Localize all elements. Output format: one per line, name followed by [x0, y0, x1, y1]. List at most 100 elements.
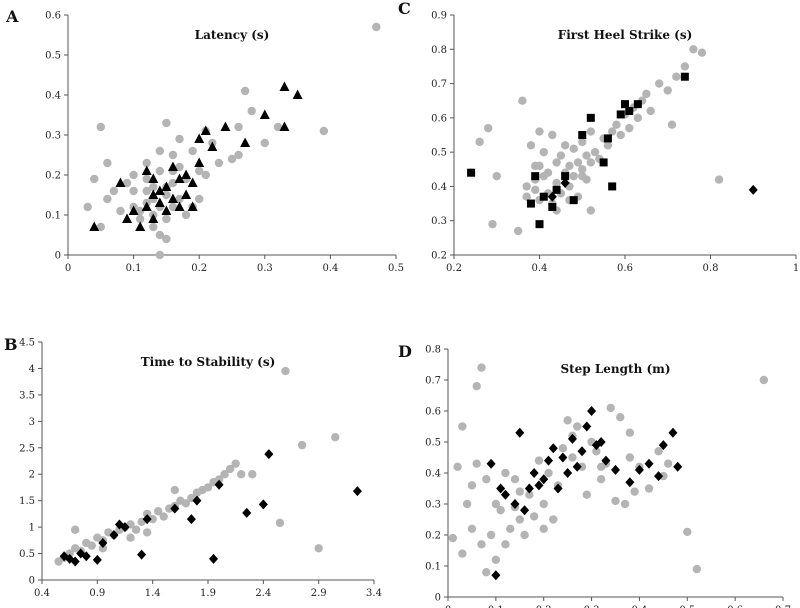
panel-c-point-diamond: [560, 178, 570, 188]
panel-c-point-square: [467, 168, 476, 177]
panel-c-point-square: [569, 196, 578, 205]
panel-d-point-diamond: [534, 480, 544, 491]
panel-c-point-circle: [672, 72, 681, 81]
panel-d-point-diamond: [496, 483, 506, 494]
panel-d-point-circle: [482, 568, 491, 577]
panel-b-title: Time to Stability (s): [141, 355, 276, 369]
panel-a-point-circle: [122, 178, 132, 188]
panel-d-point-circle: [568, 453, 577, 462]
panel-b-point-diamond: [242, 507, 252, 518]
panel-c-point-circle: [625, 123, 634, 133]
panel-a-point-circle: [175, 194, 184, 204]
panel-a-title: Latency (s): [195, 28, 270, 42]
panel-a-point-triangle: [194, 157, 205, 167]
panel-c-x-tick-label: 0.6: [617, 263, 633, 274]
panel-d-y-tick-label: 0: [435, 593, 441, 604]
panel-c-point-circle: [539, 147, 548, 157]
panel-a-point-circle: [129, 170, 138, 180]
panel-d-point-circle: [477, 363, 486, 372]
panel-a-point-circle: [372, 22, 381, 32]
panel-d-point-diamond: [520, 505, 530, 516]
panel-d-x-tick-label: 0.7: [775, 605, 791, 608]
panel-b: B Time to Stability (s) 0.4 0.9 1.4 1.9 2.4 2.9…: [4, 335, 382, 599]
panel-d-point-circle: [759, 375, 769, 385]
panel-c-point-circle: [522, 192, 531, 201]
panel-b-point-circle: [331, 433, 340, 442]
panel-d-point-circle: [663, 459, 673, 468]
panel-d-point-circle: [467, 524, 477, 533]
panel-b-point-diamond: [70, 556, 80, 567]
panel-a-point-triangle: [167, 193, 178, 203]
panel-d-point-circle: [515, 487, 524, 496]
panel-b-point-circle: [126, 533, 135, 542]
panel-d-point-diamond: [529, 468, 539, 478]
panel-c-point-circle: [488, 219, 497, 229]
panel-c-point-circle: [697, 48, 707, 57]
panel-a-point-circle: [195, 166, 204, 176]
panel-b-point-circle: [237, 470, 246, 479]
panel-c-y-tick-label: 0.6: [431, 113, 447, 124]
panel-d-letter: D: [398, 342, 412, 361]
panel-a-point-triangle: [174, 201, 185, 211]
panel-c-y-tick-label: 0.8: [431, 45, 447, 56]
panel-a-point-triangle: [135, 221, 146, 231]
panel-d-point-circle: [486, 530, 496, 540]
panel-c-point-circle: [569, 171, 578, 181]
panel-c-point-circle: [556, 151, 566, 160]
panel-b-x-tick-label: 1.4: [145, 588, 161, 599]
panel-a-x-tick-label: 0.1: [126, 263, 142, 274]
panel-d-point-circle: [539, 499, 548, 509]
panel-d-point-diamond: [582, 421, 592, 432]
panel-a-x-tick-label: 0: [65, 263, 71, 274]
panel-b-x-tick-label: 2.4: [255, 588, 271, 599]
panel-b-point-circle: [170, 485, 179, 495]
panel-d-point-circle: [491, 555, 501, 564]
panel-c-point-circle: [607, 127, 617, 136]
panel-a-point-triangle: [128, 205, 139, 215]
panel-a-y-tick-label: 0.3: [45, 131, 61, 142]
panel-b-y-tick-label: 3.5: [19, 390, 35, 401]
panel-a-point-circle: [201, 170, 210, 180]
panel-b-point-diamond: [81, 551, 91, 562]
panel-d-x-tick-label: 0.6: [727, 605, 743, 608]
panel-a-point-triangle: [122, 213, 133, 223]
panel-a-point-circle: [214, 158, 224, 168]
panel-a-point-triangle: [181, 189, 192, 199]
panel-c-point-circle: [573, 158, 583, 167]
panel-d-point-diamond: [668, 427, 678, 438]
panel-d-point-diamond: [577, 446, 587, 457]
panel-d-point-circle: [515, 515, 524, 524]
panel-d-point-diamond: [601, 455, 611, 466]
panel-d-point-diamond: [558, 452, 568, 463]
panel-d-point-circle: [491, 499, 501, 509]
panel-b-point-circle: [275, 518, 285, 528]
panel-d-x-tick-label: 0.2: [536, 605, 552, 608]
panel-c-point-circle: [586, 127, 595, 136]
panel-c-point-circle: [582, 151, 591, 160]
panel-b-point-diamond: [214, 479, 224, 490]
panel-c-point-square: [578, 131, 587, 139]
panel-d-point-diamond: [544, 455, 553, 466]
panel-c-point-diamond: [547, 191, 557, 202]
panel-c-point-square: [603, 134, 612, 143]
panel-d-point-circle: [534, 456, 544, 465]
panel-a-point-circle: [188, 146, 197, 156]
panel-d-point-circle: [458, 422, 467, 431]
panel-c-point-square: [531, 172, 540, 181]
panel-c-point-circle: [578, 137, 587, 147]
panel-a-point-circle: [195, 194, 204, 204]
panel-c: C First Heel Strike (s) 0.2 0.4 0.6 0.8 1 0.2 0.…: [398, 0, 799, 274]
panel-b-y-tick-label: 4.5: [19, 338, 35, 349]
panel-a-point-circle: [129, 186, 138, 196]
panel-b-x-tick-label: 1.9: [200, 588, 216, 599]
panel-a-point-circle: [162, 214, 171, 224]
panel-c-point-circle: [518, 96, 527, 105]
panel-c-point-circle: [552, 158, 561, 167]
panel-d-point-diamond: [515, 427, 525, 438]
panel-c-point-circle: [603, 141, 613, 150]
panel-a-point-circle: [155, 146, 165, 156]
panel-b-point-circle: [148, 514, 157, 524]
panel-c-point-square: [539, 192, 548, 201]
panel-c-point-circle: [522, 182, 531, 191]
panel-c-point-circle: [484, 123, 493, 133]
